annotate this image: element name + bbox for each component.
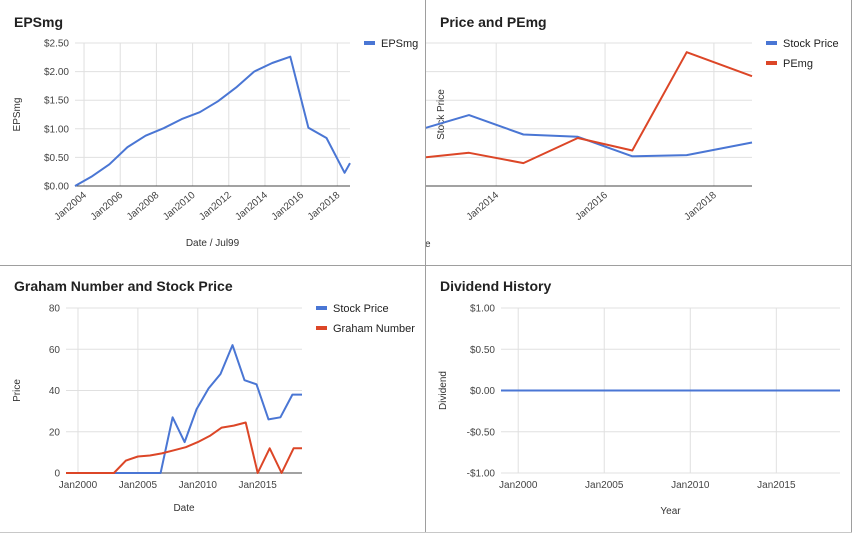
graham-number-chart: Graham Number and Stock Price 0 20 40 60 80 Ja…	[12, 278, 415, 514]
dividend-y-tick-label: $1.00	[470, 304, 495, 315]
eps-x-tick-label: Jan2018	[306, 190, 343, 223]
eps-y-tick-label: $1.50	[44, 96, 69, 107]
graham-y-axis-label: Price	[12, 379, 23, 402]
graham-x-tick-label: Jan2010	[179, 480, 218, 491]
eps-x-tick-label: Jan2016	[270, 190, 307, 223]
eps-y-tick-label: $2.50	[44, 39, 69, 50]
eps-x-tick-label: Jan2010	[161, 190, 198, 223]
pe-legend-label-stock-price: Stock Price	[783, 38, 839, 50]
pe-legend-swatch-stock-price	[766, 41, 777, 45]
panel-dividend-history: Dividend History -$1.00 -$0.50 $0.00 $0.50 $1…	[426, 266, 851, 532]
dividend-y-tick-label: -$0.50	[467, 427, 496, 438]
eps-y-axis-label: EPSmg	[12, 98, 23, 132]
graham-y-tick-label: 60	[49, 345, 61, 356]
graham-y-tick-label: 20	[49, 427, 61, 438]
graham-x-tick-label: Jan2005	[119, 480, 158, 491]
dividend-x-tick-label: Jan2005	[585, 480, 624, 491]
eps-legend-swatch-epsmg	[364, 41, 375, 45]
graham-legend-label-graham-number: Graham Number	[333, 323, 415, 335]
panel-graham-number: Graham Number and Stock Price 0 20 40 60 80 Ja…	[0, 266, 425, 532]
bottom-border	[0, 532, 852, 533]
dividend-y-tick-label: $0.00	[470, 386, 495, 397]
graham-x-axis-label: Date	[173, 503, 195, 514]
eps-y-tick-label: $0.00	[44, 182, 69, 193]
pe-x-tick-label: Jan2014	[465, 190, 502, 223]
eps-y-tick-label: $0.50	[44, 153, 69, 164]
dividend-title: Dividend History	[440, 278, 551, 294]
pe-legend-swatch-pemg	[766, 61, 777, 65]
eps-x-tick-label: Jan2004	[53, 190, 90, 223]
eps-x-tick-label: Jan2014	[233, 190, 270, 223]
dividend-y-tick-label: $0.50	[470, 345, 495, 356]
eps-x-axis-label: Date / Jul99	[186, 238, 240, 249]
dividend-x-tick-label: Jan2000	[499, 480, 538, 491]
panel-epsmg: EPSmg $0.00 $0.50 $1.00 $1.50 $2.00 $2.50 Jan20…	[0, 0, 425, 265]
right-border	[851, 0, 852, 532]
dividend-x-tick-label: Jan2015	[757, 480, 796, 491]
epsmg-chart: EPSmg $0.00 $0.50 $1.00 $1.50 $2.00 $2.50 Jan20…	[12, 14, 418, 249]
graham-y-tick-label: 80	[49, 304, 61, 315]
dividend-history-chart: Dividend History -$1.00 -$0.50 $0.00 $0.50 $1…	[438, 278, 840, 517]
eps-x-tick-label: Jan2008	[125, 190, 162, 223]
price-and-pemg-chart: Price and PEmg0255075100125Jan2008Jan201…	[65, 14, 839, 250]
graham-x-tick-label: Jan2015	[238, 480, 277, 491]
graham-y-tick-label: 40	[49, 386, 61, 397]
horizontal-divider	[0, 265, 851, 266]
pe-x-tick-label: Jan2018	[682, 190, 719, 223]
graham-y-tick-label: 0	[54, 469, 60, 480]
eps-x-tick-label: Jan2006	[89, 190, 126, 223]
eps-y-tick-label: $2.00	[44, 67, 69, 78]
pe-x-tick-label: Jan2016	[574, 190, 611, 223]
vertical-divider	[425, 0, 426, 532]
panel-price-and-pemg: Price and PEmg0255075100125Jan2008Jan201…	[65, 0, 851, 265]
eps-series-epsmg-line	[74, 55, 351, 187]
pe-x-axis-label: Date	[426, 239, 431, 250]
graham-legend-label-stock-price: Stock Price	[333, 303, 389, 315]
pe-series-stock-price-line	[88, 114, 753, 187]
dividend-y-axis-label: Dividend	[438, 371, 449, 410]
eps-y-tick-label: $1.00	[44, 124, 69, 135]
pe-series-pemg-line	[88, 51, 753, 187]
dividend-x-axis-label: Year	[660, 506, 681, 517]
pe-legend-label-pemg: PEmg	[783, 58, 813, 70]
eps-legend-label-epsmg: EPSmg	[381, 38, 418, 50]
pe-title: Price and PEmg	[440, 14, 547, 30]
graham-legend-swatch-stock-price	[316, 306, 327, 310]
dividend-y-tick-label: -$1.00	[467, 469, 496, 480]
dividend-x-tick-label: Jan2010	[671, 480, 710, 491]
eps-title: EPSmg	[14, 14, 63, 30]
pe-y-axis-label: Stock Price	[436, 89, 447, 140]
graham-title: Graham Number and Stock Price	[14, 278, 233, 294]
eps-x-tick-label: Jan2012	[197, 190, 234, 223]
graham-legend-swatch-graham-number	[316, 326, 327, 330]
graham-series-graham-number-line	[66, 421, 302, 474]
graham-x-tick-label: Jan2000	[59, 480, 98, 491]
